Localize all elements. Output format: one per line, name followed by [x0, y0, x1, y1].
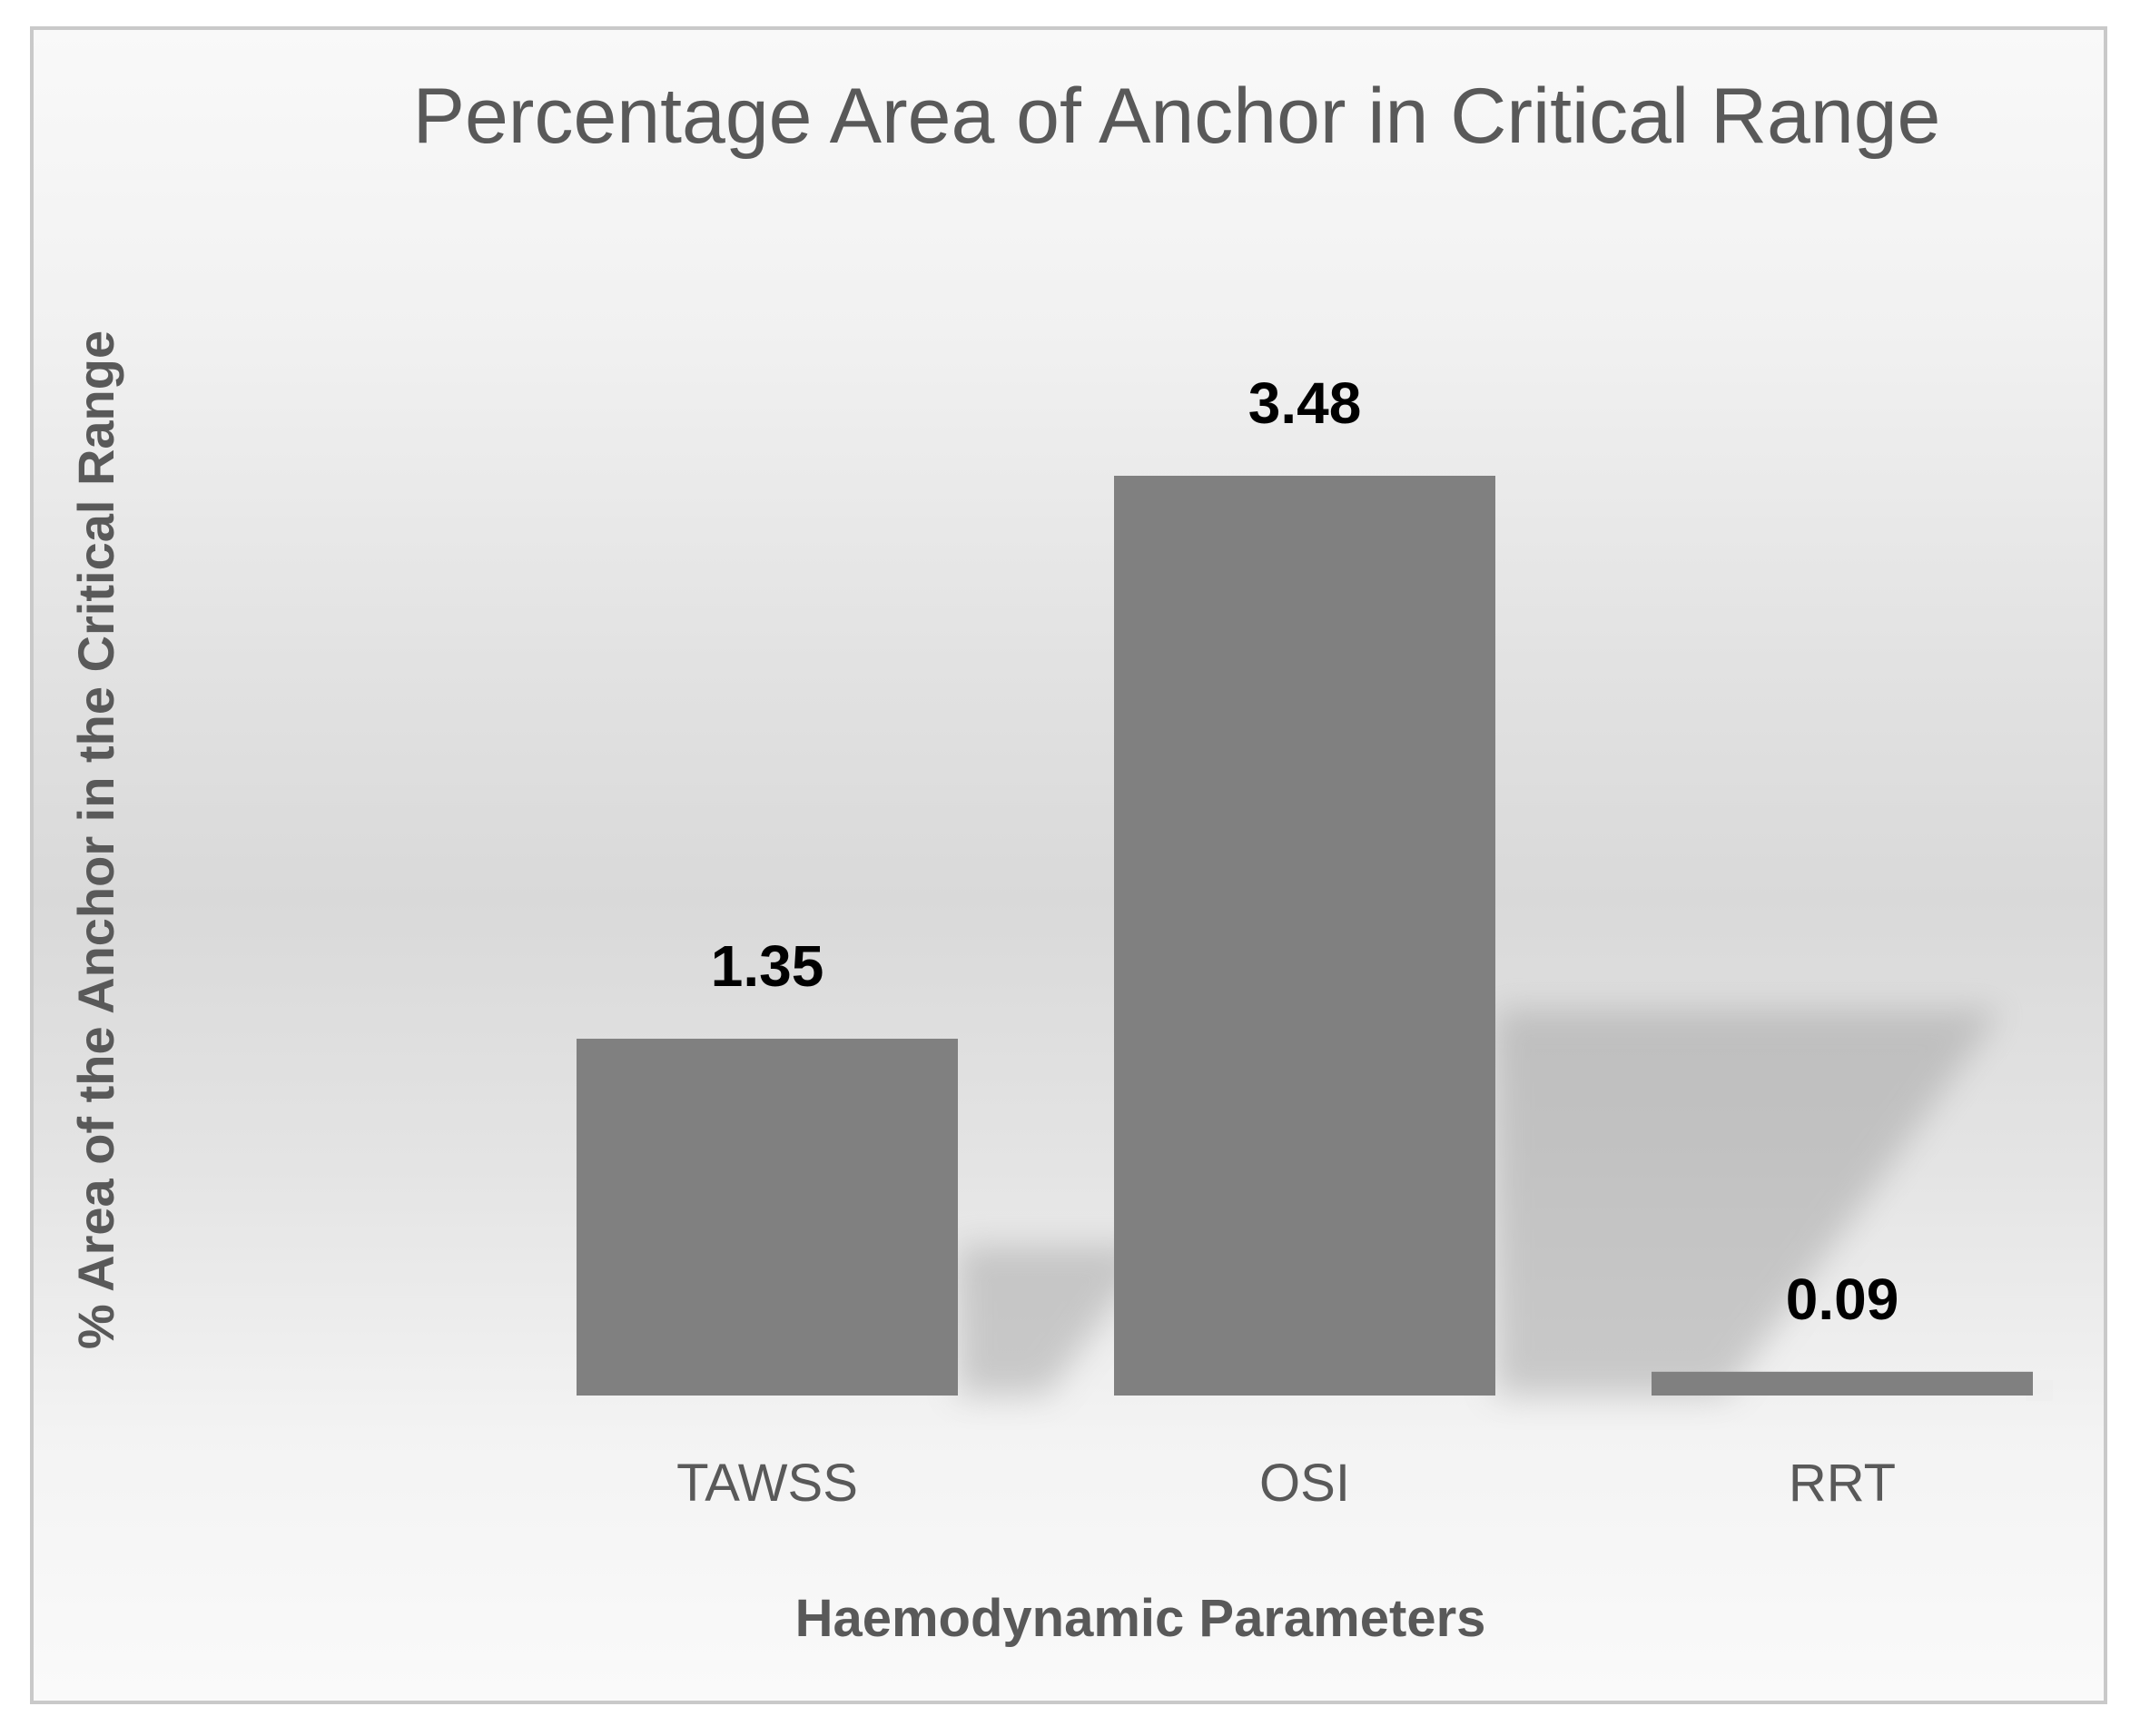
- data-label-rrt: 0.09: [1786, 1267, 1899, 1332]
- chart-frame: [30, 26, 2107, 1704]
- chart-title: Percentage Area of Anchor in Critical Ra…: [413, 73, 1941, 160]
- y-axis-label: % Area of the Anchor in the Critical Ran…: [67, 330, 124, 1349]
- bar-shadow-osi: [1495, 1009, 2002, 1396]
- x-tick-label-rrt: RRT: [1789, 1454, 1896, 1513]
- data-label-osi: 3.48: [1248, 370, 1362, 436]
- x-tick-label-tawss: TAWSS: [676, 1454, 858, 1513]
- data-labels: 1.35 3.48 0.09: [711, 370, 1899, 1332]
- bar-rrt: [1652, 1371, 2033, 1396]
- bars: [577, 476, 2033, 1396]
- x-axis-label: Haemodynamic Parameters: [795, 1589, 1486, 1648]
- bar-shadow-tawss: [958, 1245, 1155, 1396]
- x-tick-labels: TAWSS OSI RRT: [676, 1454, 1896, 1513]
- bar-shadows: [958, 1009, 2046, 1396]
- data-label-tawss: 1.35: [711, 933, 824, 999]
- x-tick-label-osi: OSI: [1259, 1454, 1350, 1513]
- bar-osi: [1114, 476, 1495, 1396]
- bar-shadow-rrt: [2033, 1385, 2046, 1396]
- bar-tawss: [577, 1039, 958, 1396]
